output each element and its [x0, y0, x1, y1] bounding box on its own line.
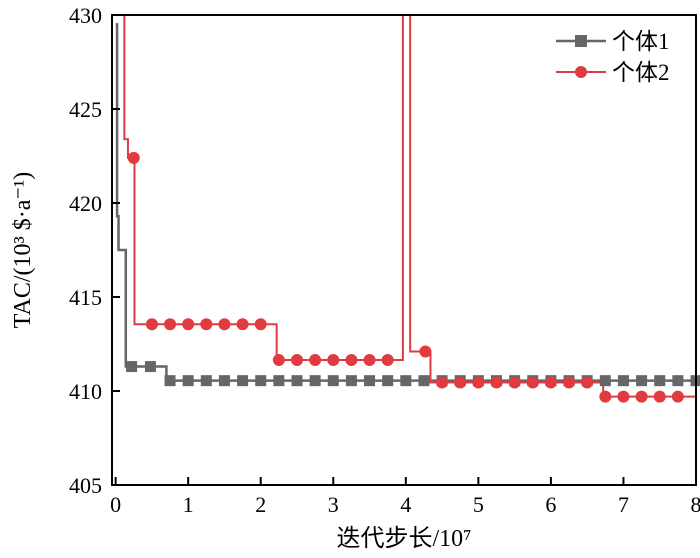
y-tick-label: 420: [69, 191, 102, 216]
data-point-series-2: [490, 376, 503, 389]
x-tick-label: 1: [183, 492, 194, 517]
x-axis-ticks: 0 1 2 3 4 5 6 7 8: [110, 477, 700, 517]
legend-label-individual-1: 个体1: [612, 29, 670, 54]
y-tick-label: 405: [69, 473, 102, 498]
x-axis-title: 迭代步长/10⁷: [336, 525, 471, 552]
data-point-series-1: [237, 375, 249, 387]
data-point-series-2: [581, 376, 594, 389]
data-point-series-1: [273, 375, 285, 387]
data-point-series-1: [654, 375, 666, 387]
data-point-series-1: [218, 375, 230, 387]
data-point-series-2: [272, 353, 285, 366]
data-point-series-2: [671, 390, 684, 403]
y-tick-label: 425: [69, 97, 102, 122]
x-tick-label: 4: [400, 492, 411, 517]
data-point-series-2: [454, 376, 467, 389]
data-point-series-2: [508, 376, 521, 389]
data-point-series-1: [144, 361, 156, 373]
data-point-series-2: [236, 318, 249, 331]
plot-frame: [111, 14, 697, 486]
data-point-series-2: [345, 353, 358, 366]
data-point-series-2: [653, 390, 666, 403]
x-tick-label: 5: [473, 492, 484, 517]
data-point-series-2: [309, 353, 322, 366]
data-point-series-2: [599, 390, 612, 403]
data-point-series-2: [635, 390, 648, 403]
data-point-series-2: [200, 318, 213, 331]
data-point-series-2: [436, 376, 449, 389]
data-point-series-1: [309, 375, 321, 387]
data-point-series-2: [526, 376, 539, 389]
data-point-series-1: [636, 375, 648, 387]
data-point-series-2: [563, 376, 576, 389]
data-point-series-2: [363, 353, 376, 366]
legend-marker-square-icon: [575, 35, 587, 47]
data-point-series-1: [164, 375, 176, 387]
data-point-series-1: [400, 375, 412, 387]
data-point-series-1: [327, 375, 339, 387]
data-point-series-2: [472, 376, 485, 389]
series-line-individual-1: [115, 23, 696, 382]
data-point-series-1: [200, 375, 212, 387]
series-markers-individual-2: [127, 151, 684, 403]
data-point-series-1: [364, 375, 376, 387]
y-axis-title: TAC/(10³ $·a⁻¹): [10, 172, 36, 328]
y-axis-ticks: 405 410 415 420 425 430: [69, 3, 120, 498]
data-point-series-1: [382, 375, 394, 387]
y-tick-label: 430: [69, 3, 102, 28]
data-point-series-1: [255, 375, 267, 387]
x-tick-label: 0: [110, 492, 121, 517]
data-point-series-1: [617, 375, 629, 387]
data-point-series-2: [145, 318, 158, 331]
data-point-series-2: [218, 318, 231, 331]
data-point-series-1: [672, 375, 684, 387]
data-point-series-1: [418, 375, 430, 387]
series-markers-individual-1: [126, 361, 700, 387]
data-point-series-2: [544, 376, 557, 389]
data-point-series-2: [381, 353, 394, 366]
data-point-series-2: [617, 390, 630, 403]
y-tick-label: 415: [69, 285, 102, 310]
data-point-series-2: [327, 353, 340, 366]
x-tick-label: 8: [691, 492, 700, 517]
data-point-series-1: [126, 361, 138, 373]
data-point-series-2: [182, 318, 195, 331]
data-point-series-1: [599, 375, 611, 387]
x-tick-label: 3: [328, 492, 339, 517]
data-point-series-2: [419, 345, 432, 358]
data-point-series-2: [290, 353, 303, 366]
data-point-series-2: [127, 151, 140, 164]
x-tick-label: 2: [255, 492, 266, 517]
y-tick-label: 410: [69, 379, 102, 404]
legend: 个体1 个体2: [556, 29, 670, 85]
x-tick-label: 7: [618, 492, 629, 517]
x-tick-label: 6: [545, 492, 556, 517]
legend-marker-circle-icon: [575, 66, 587, 78]
series-line-individual-2: [123, 15, 696, 398]
legend-label-individual-2: 个体2: [612, 60, 670, 85]
data-point-series-1: [291, 375, 303, 387]
data-point-series-2: [164, 318, 177, 331]
data-point-series-1: [182, 375, 194, 387]
data-point-series-2: [254, 318, 267, 331]
data-point-series-1: [345, 375, 357, 387]
